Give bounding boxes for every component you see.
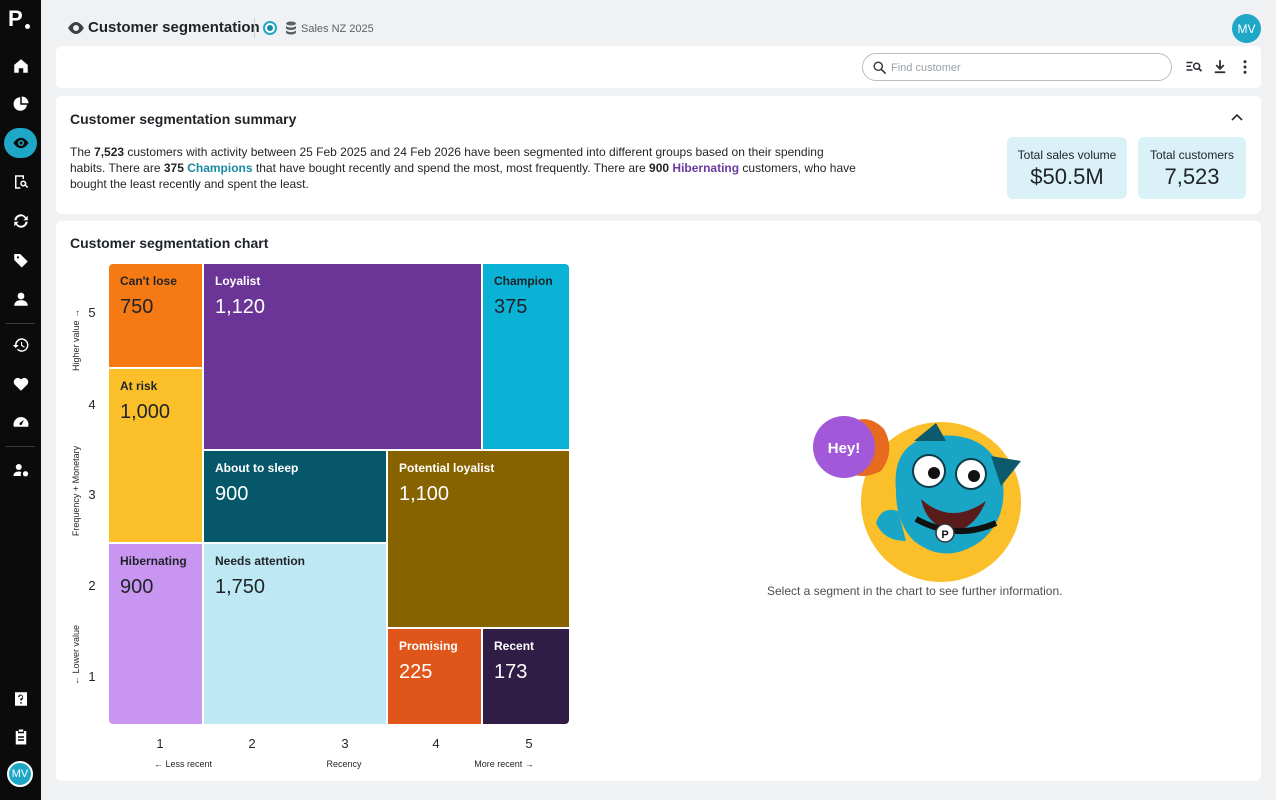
download-icon[interactable]	[1210, 58, 1230, 76]
x-axis-label: More recent →	[474, 759, 534, 769]
stat-total-sales: Total sales volume $50.5M	[1007, 137, 1127, 199]
x-tick-label: 3	[341, 736, 349, 751]
segment-at-risk[interactable]: At risk 1,000	[109, 369, 202, 542]
segment-hibernating[interactable]: Hibernating 900	[109, 544, 202, 724]
status-indicator[interactable]	[263, 21, 277, 35]
user-settings-icon[interactable]	[4, 455, 37, 485]
x-axis-label: ← Less recent	[153, 759, 213, 769]
gauge-icon[interactable]	[4, 408, 37, 438]
page-title: Customer segmentation	[88, 19, 260, 36]
divider	[254, 18, 255, 38]
chart-title: Customer segmentation chart	[70, 235, 269, 251]
users-icon[interactable]	[4, 284, 37, 314]
home-icon[interactable]	[4, 51, 37, 81]
toolbar	[56, 46, 1261, 88]
page-header: Customer segmentation Sales NZ 2025 MV	[41, 0, 1276, 46]
x-tick-label: 4	[432, 736, 440, 751]
segment-label: About to sleep	[215, 461, 299, 475]
summary-text: The 7,523 customers with activity betwee…	[70, 145, 856, 191]
segment-recent[interactable]: Recent 173	[483, 629, 569, 724]
segment-value: 1,750	[215, 576, 266, 598]
segmentation-chart: Can't lose 750 Loyalist 1,120 Champion 375 At …	[109, 264, 571, 726]
user-avatar[interactable]: MV	[1232, 14, 1261, 43]
x-tick-label: 1	[156, 736, 164, 751]
search-box[interactable]	[862, 53, 1172, 81]
left-nav: P MV	[0, 0, 41, 800]
segment-value: 750	[120, 296, 154, 318]
y-tick-label: 3	[88, 487, 96, 502]
summary-title: Customer segmentation summary	[70, 111, 297, 127]
segment-value: 1,100	[399, 483, 450, 505]
segment-about-to-sleep[interactable]: About to sleep 900	[204, 451, 386, 542]
segment-value: 375	[494, 296, 528, 318]
segment-value: 900	[120, 576, 154, 598]
more-vertical-icon[interactable]	[1235, 58, 1255, 76]
segment-potential-loyalist[interactable]: Potential loyalist 1,100	[388, 451, 569, 627]
pie-chart-icon[interactable]	[4, 89, 37, 119]
eye-icon[interactable]	[4, 128, 37, 158]
segment-label: Can't lose	[120, 274, 177, 288]
y-tick-label: 2	[88, 578, 96, 593]
segment-label: Potential loyalist	[399, 461, 495, 475]
segment-label: Recent	[494, 639, 535, 653]
tag-icon[interactable]	[4, 245, 37, 275]
segment-value: 173	[494, 661, 528, 683]
database-icon	[286, 21, 296, 35]
search-list-icon[interactable]	[1184, 58, 1204, 76]
y-axis-label: Frequency + Monetary	[71, 445, 81, 537]
y-axis-label: Higher value →	[71, 308, 81, 372]
champions-link[interactable]: Champions	[187, 161, 253, 175]
segment-label: Loyalist	[215, 274, 261, 288]
y-tick-label: 1	[88, 669, 96, 684]
eye-icon	[68, 22, 84, 34]
hibernating-link[interactable]: Hibernating	[672, 161, 740, 175]
heart-icon[interactable]	[4, 369, 37, 399]
segment-label: Needs attention	[215, 554, 306, 568]
x-axis-label: Recency	[326, 759, 362, 769]
segment-value: 1,000	[120, 401, 171, 423]
chart-card: Customer segmentation chart Can't lose 75…	[56, 221, 1261, 781]
segment-promising[interactable]: Promising 225	[388, 629, 481, 724]
mascot-bubble-text: Hey!	[828, 440, 861, 457]
report-search-icon[interactable]	[4, 167, 37, 197]
y-axis-label: ← Lower value	[71, 624, 81, 686]
clipboard-icon[interactable]	[4, 722, 37, 752]
app-logo[interactable]: P	[8, 8, 32, 30]
x-tick-label: 2	[248, 736, 256, 751]
segment-label: Hibernating	[120, 554, 187, 568]
segment-label: Champion	[494, 274, 553, 288]
segment-value: 225	[399, 661, 433, 683]
y-tick-label: 4	[88, 397, 96, 412]
x-tick-label: 5	[525, 736, 533, 751]
mascot-illustration: Hey! P	[813, 416, 1021, 582]
segment-champion[interactable]: Champion 375	[483, 264, 569, 449]
avatar[interactable]: MV	[7, 761, 33, 787]
help-icon[interactable]	[4, 684, 37, 714]
sync-icon[interactable]	[4, 206, 37, 236]
segment-loyalist[interactable]: Loyalist 1,120	[204, 264, 481, 449]
search-icon	[873, 61, 886, 74]
segment-needs-attention[interactable]: Needs attention 1,750	[204, 544, 386, 724]
segment-label: Promising	[399, 639, 458, 653]
segment-value: 900	[215, 483, 249, 505]
search-input[interactable]	[891, 59, 1161, 76]
segment-value: 1,120	[215, 296, 266, 318]
segment-can-t-lose[interactable]: Can't lose 750	[109, 264, 202, 367]
dataset-label[interactable]: Sales NZ 2025	[301, 23, 374, 35]
history-icon[interactable]	[4, 330, 37, 360]
svg-text:P: P	[941, 529, 948, 541]
nav-divider	[6, 446, 35, 447]
chevron-up-icon[interactable]	[1230, 112, 1244, 124]
chart-hint: Select a segment in the chart to see fur…	[767, 584, 1063, 598]
nav-divider	[6, 323, 35, 324]
segment-label: At risk	[120, 379, 158, 393]
stat-total-customers: Total customers 7,523	[1138, 137, 1246, 199]
summary-card: Customer segmentation summary The 7,523 …	[56, 96, 1261, 214]
y-tick-label: 5	[88, 305, 96, 320]
